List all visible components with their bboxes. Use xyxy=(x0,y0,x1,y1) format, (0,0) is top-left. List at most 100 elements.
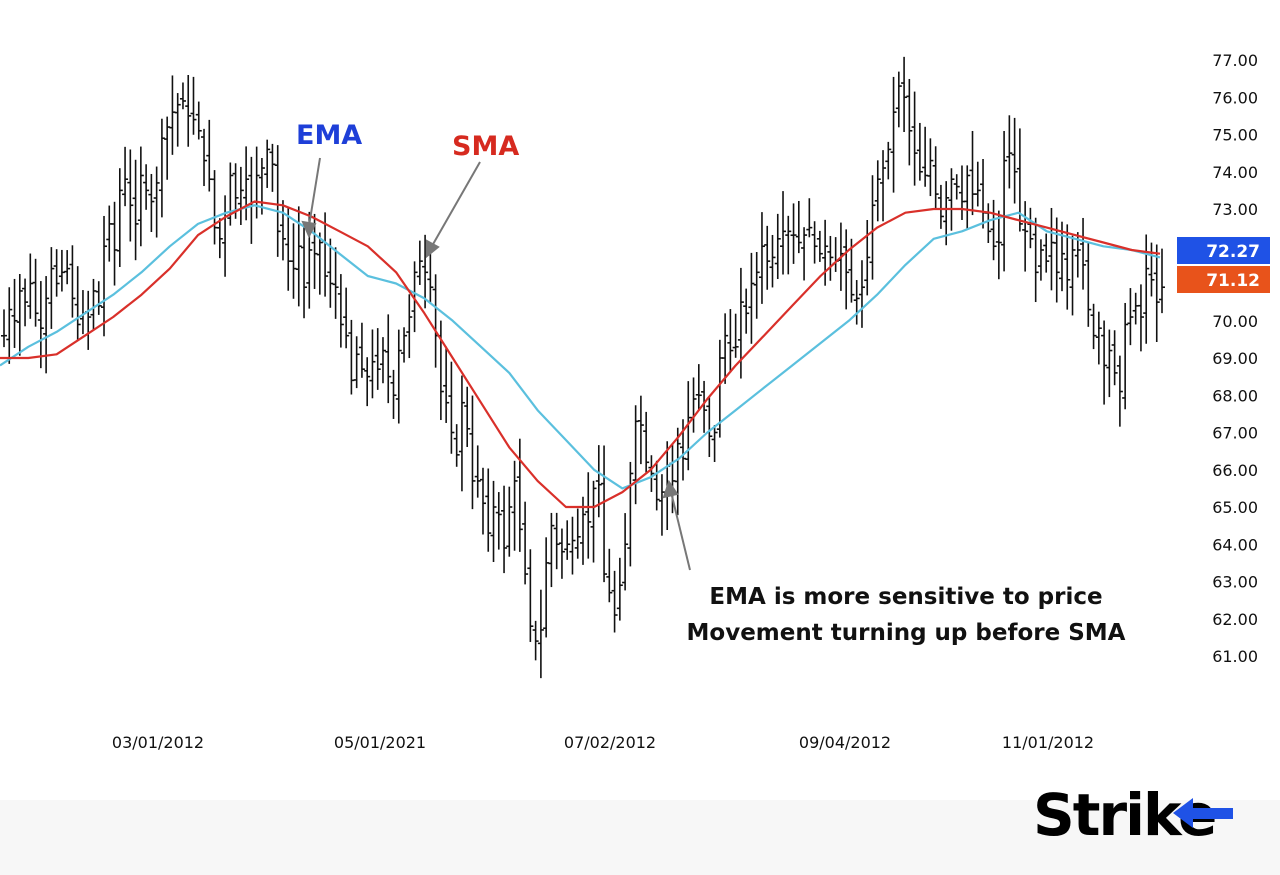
price-bar xyxy=(658,474,665,536)
y-tick-label: 62.00 xyxy=(1212,610,1258,629)
price-bar xyxy=(953,174,960,200)
price-bar xyxy=(37,281,44,369)
price-bar xyxy=(1022,201,1029,272)
price-bar xyxy=(211,170,218,245)
price-bar xyxy=(43,276,50,374)
price-bar xyxy=(564,520,571,560)
price-bar xyxy=(58,249,65,292)
y-tick-label: 69.00 xyxy=(1212,349,1258,368)
price-bar xyxy=(1001,131,1008,272)
y-tick-label: 73.00 xyxy=(1212,200,1258,219)
price-bar xyxy=(1043,233,1050,273)
price-bar xyxy=(780,191,787,275)
price-bar xyxy=(1085,241,1092,327)
price-bar xyxy=(880,150,887,222)
price-bar xyxy=(164,116,171,180)
x-tick-label: 09/04/2012 xyxy=(799,733,891,752)
price-bar xyxy=(543,537,550,638)
ema-arrow xyxy=(308,157,321,227)
price-bar xyxy=(1090,303,1097,350)
price-bar xyxy=(743,288,750,334)
price-bar xyxy=(27,253,34,319)
price-bar xyxy=(458,375,465,492)
price-bar xyxy=(69,245,76,318)
price-bar xyxy=(469,395,476,510)
price-bar xyxy=(1064,224,1071,310)
price-bar xyxy=(695,364,702,410)
price-bar xyxy=(279,200,286,261)
price-bar xyxy=(616,557,623,621)
price-bar xyxy=(285,206,292,291)
price-bar xyxy=(432,274,439,368)
ema-badge-value: 72.27 xyxy=(1206,242,1260,262)
price-bar xyxy=(527,549,534,642)
price-bar xyxy=(1101,320,1108,405)
y-tick-label: 74.00 xyxy=(1212,163,1258,182)
price-bar xyxy=(832,237,839,272)
annotation-arrows xyxy=(301,157,691,571)
price-bar xyxy=(1137,284,1144,352)
y-tick-label: 68.00 xyxy=(1212,386,1258,405)
price-bar xyxy=(343,287,350,349)
price-bar xyxy=(127,149,134,242)
price-bar xyxy=(1159,248,1165,314)
price-bar xyxy=(364,357,371,407)
price-bar xyxy=(1111,330,1118,386)
price-bar xyxy=(216,218,223,259)
price-bar xyxy=(158,118,165,218)
price-bar xyxy=(885,141,892,180)
price-bar xyxy=(816,230,823,262)
price-bar xyxy=(948,168,955,231)
price-bar xyxy=(379,337,386,384)
price-bar xyxy=(348,319,355,395)
price-bar xyxy=(727,309,734,373)
price-bar xyxy=(1,309,7,348)
price-bar xyxy=(201,128,208,187)
price-bar xyxy=(248,156,255,244)
price-bar xyxy=(416,240,423,285)
price-bar xyxy=(606,548,613,603)
price-bar xyxy=(922,126,929,187)
price-bar xyxy=(337,274,344,348)
y-tick-label: 61.00 xyxy=(1212,647,1258,666)
price-bar xyxy=(643,411,650,473)
price-bar xyxy=(790,203,797,264)
price-bar xyxy=(101,215,108,337)
price-bar xyxy=(185,74,192,147)
price-bar xyxy=(64,250,71,285)
price-bar xyxy=(11,278,18,348)
price-bar xyxy=(901,56,908,133)
price-bar xyxy=(864,220,871,296)
price-bar xyxy=(1053,217,1060,303)
price-bar xyxy=(1148,242,1155,297)
price-bar xyxy=(1027,207,1034,249)
note-arrow-head xyxy=(662,479,679,499)
price-bar xyxy=(485,468,492,552)
price-bar xyxy=(806,198,813,238)
price-bar xyxy=(506,486,513,557)
price-bar xyxy=(453,424,460,467)
price-bar xyxy=(74,266,81,340)
price-bar xyxy=(353,336,360,389)
price-bar xyxy=(190,76,197,135)
price-bar xyxy=(222,195,229,277)
price-bar xyxy=(637,395,644,465)
price-bar xyxy=(706,396,713,458)
footer-band xyxy=(0,800,1280,875)
price-bar xyxy=(622,513,629,591)
price-bar xyxy=(169,75,176,155)
price-bar xyxy=(1011,117,1018,204)
price-bar xyxy=(574,508,581,559)
price-bar xyxy=(258,157,265,215)
price-bar xyxy=(869,175,876,280)
price-bar xyxy=(774,213,781,279)
price-bar xyxy=(422,234,429,309)
price-bar xyxy=(1095,311,1102,365)
y-tick-label: 77.00 xyxy=(1212,51,1258,70)
price-bar xyxy=(95,281,102,315)
price-bar xyxy=(274,145,281,257)
price-bar xyxy=(206,119,213,192)
price-chart: 61.00 62.00 63.00 64.00 65.00 66.00 67.00 68.00… xyxy=(0,51,1270,752)
price-bar xyxy=(332,247,339,319)
x-tick-label: 07/02/2012 xyxy=(564,733,656,752)
